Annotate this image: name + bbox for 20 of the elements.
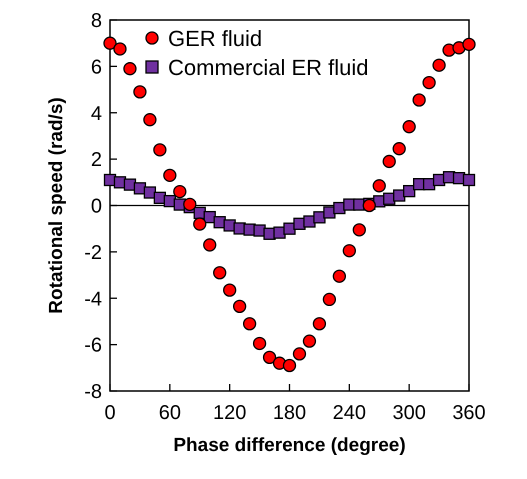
x-tick-label: 300	[392, 402, 426, 424]
y-tick-label: -6	[84, 334, 102, 357]
y-tick-label: 8	[90, 10, 102, 32]
y-tick-label: 6	[90, 56, 102, 78]
legend-label: Commercial ER fluid	[168, 55, 368, 80]
x-tick-label: 180	[272, 402, 306, 424]
legend-label: GER fluid	[168, 26, 262, 51]
y-tick-label: 0	[90, 196, 102, 218]
x-tick-label: 360	[452, 402, 486, 424]
y-tick-label: -2	[84, 242, 102, 264]
x-tick-label: 120	[212, 402, 246, 424]
y-tick-label: -4	[84, 288, 102, 310]
y-tick-label: -8	[84, 381, 102, 403]
y-axis-title: Rotational speed (rad/s)	[46, 97, 67, 314]
y-tick-label: 4	[90, 102, 102, 125]
x-axis-title: Phase difference (degree)	[173, 435, 406, 456]
y-tick-label: 2	[90, 149, 102, 172]
x-tick-label: 60	[158, 402, 181, 424]
x-tick-label: 0	[104, 402, 116, 424]
x-tick-label: 240	[332, 402, 366, 424]
